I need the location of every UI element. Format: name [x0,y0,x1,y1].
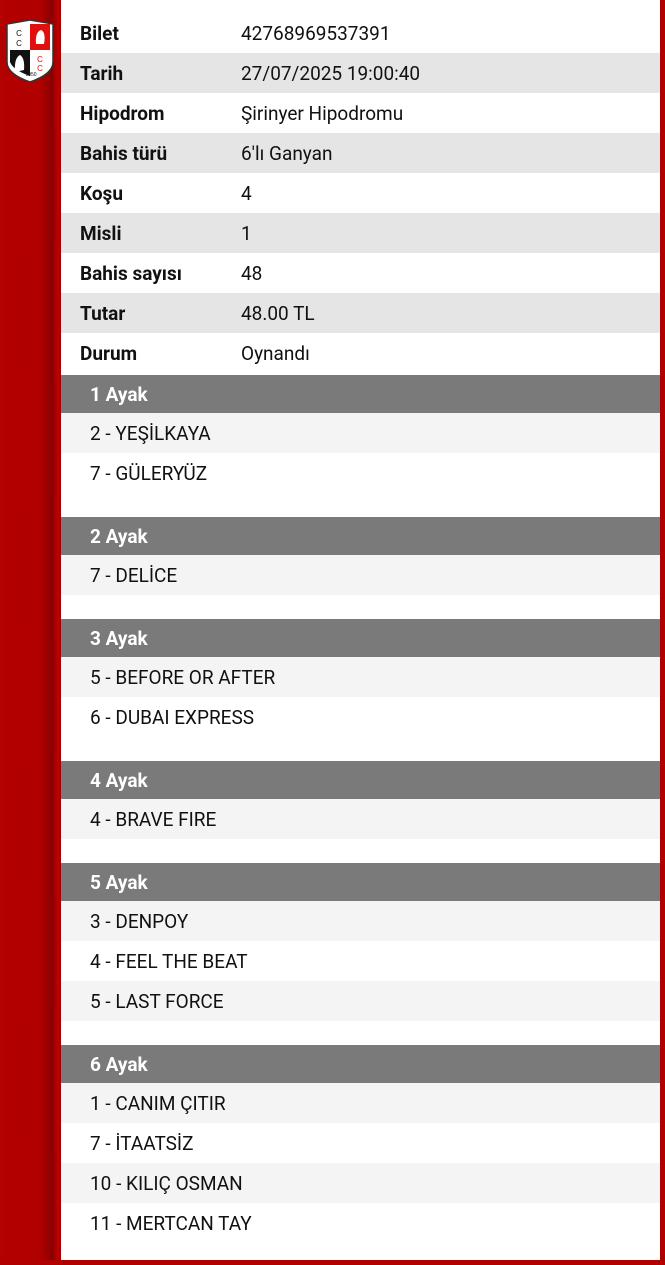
spacer [61,737,660,759]
info-row: Tutar 48.00 TL [61,293,660,333]
info-value: 48.00 TL [241,301,315,325]
spacer [61,1021,660,1043]
leg-header: 5 Ayak [61,863,660,901]
info-row: Bahis sayısı 48 [61,253,660,293]
info-row: Tarih 27/07/2025 19:00:40 [61,53,660,93]
horse-item: 7 - İTAATSİZ [90,1131,194,1155]
horse-item: 10 - KILIÇ OSMAN [61,1163,660,1203]
leg-horse-list: 5 - BEFORE OR AFTER 6 - DUBAI EXPRESS [61,657,660,737]
info-label: Bilet [80,21,119,45]
spacer [61,493,660,515]
horse-item: 3 - DENPOY [61,901,660,941]
info-label: Tarih [80,61,124,85]
spacer [61,595,660,617]
info-label: Durum [80,341,138,365]
horse-item: 1 - CANIM ÇITIR [61,1083,660,1123]
horse-item: 6 - DUBAI EXPRESS [90,705,255,729]
svg-text:1950: 1950 [25,72,36,78]
info-label: Tutar [80,301,126,325]
horse-item: 11 - MERTCAN TAY [90,1211,252,1235]
info-value: Şirinyer Hipodromu [241,101,404,125]
info-row: Durum Oynandı [61,333,660,373]
info-value: 6'lı Ganyan [241,141,333,165]
leg-header: 4 Ayak [61,761,660,799]
svg-text:C: C [37,64,43,73]
horse-item: 4 - FEEL THE BEAT [90,949,248,973]
leg-horse-list: 4 - BRAVE FIRE [61,799,660,839]
leg-header: 1 Ayak [61,375,660,413]
leg-horse-list: 1 - CANIM ÇITIR 7 - İTAATSİZ 10 - KILIÇ OS… [61,1083,660,1243]
ticket-details: Bilet 42768969537391 Tarih 27/07/2025 19:00… [61,0,660,1260]
leg-header: 2 Ayak [61,517,660,555]
horse-item: 2 - YEŞİLKAYA [61,413,660,453]
info-value: 27/07/2025 19:00:40 [241,61,421,85]
leg-horse-list: 3 - DENPOY 4 - FEEL THE BEAT 5 - LAST FORC… [61,901,660,1021]
sidebar: C C C C 1950 [0,0,61,1260]
info-value: 4 [241,181,252,205]
info-value: Oynandı [241,341,310,365]
horse-item: 4 - BRAVE FIRE [61,799,660,839]
horse-item: 7 - GÜLERYÜZ [90,461,208,485]
info-row: Bahis türü 6'lı Ganyan [61,133,660,173]
leg-header: 6 Ayak [61,1045,660,1083]
info-row: Bilet 42768969537391 [61,13,660,53]
horse-item: 5 - BEFORE OR AFTER [61,657,660,697]
info-value: 42768969537391 [241,21,391,45]
info-label: Misli [80,221,122,245]
leg-header: 3 Ayak [61,619,660,657]
info-row: Misli 1 [61,213,660,253]
info-label: Koşu [80,181,123,205]
info-row: Hipodrom Şirinyer Hipodromu [61,93,660,133]
spacer [61,1243,660,1265]
svg-text:C: C [16,39,22,48]
leg-horse-list: 7 - DELİCE [61,555,660,595]
info-label: Bahis sayısı [80,261,182,285]
leg-horse-list: 2 - YEŞİLKAYA 7 - GÜLERYÜZ [61,413,660,493]
svg-text:C: C [37,55,43,64]
info-value: 48 [241,261,263,285]
svg-text:C: C [16,29,22,38]
info-value: 1 [241,221,252,245]
info-row: Koşu 4 [61,173,660,213]
info-label: Bahis türü [80,141,168,165]
spacer [61,839,660,861]
horse-item: 7 - DELİCE [61,555,660,595]
club-logo: C C C C 1950 [6,20,54,82]
horse-item: 5 - LAST FORCE [61,981,660,1021]
info-label: Hipodrom [80,101,165,125]
